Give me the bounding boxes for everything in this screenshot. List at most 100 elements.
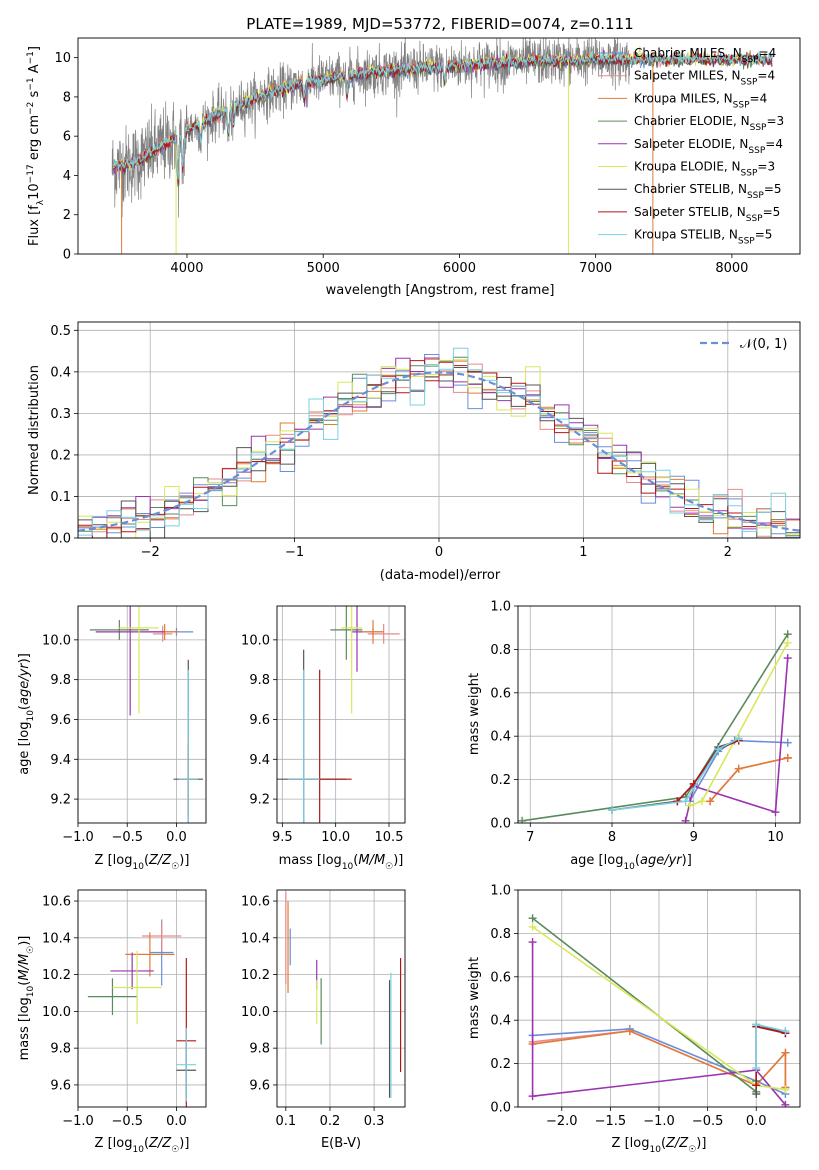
series-marker <box>681 797 690 806</box>
legend-entry-label-part: SSP <box>747 191 764 201</box>
y-tick-label: 9.6 <box>50 1078 71 1093</box>
y-axis-label-part: Flux [f <box>27 205 42 246</box>
x-axis-label-part: 10 <box>342 862 354 872</box>
plot-area-residuals <box>78 347 800 538</box>
x-axis-label-part: )] <box>682 853 692 868</box>
x-tick-label: 10 <box>767 830 784 845</box>
series-marker <box>528 938 537 947</box>
legend-entry-label: Chabrier MILES, NSSP=4 <box>634 46 776 65</box>
x-axis-label-part: age/yr <box>640 853 683 868</box>
x-axis-label-part: age [log <box>570 853 623 868</box>
y-tick-label: 0.6 <box>490 970 511 985</box>
x-axis-label-part: ☉ <box>688 1145 696 1155</box>
x-tick-label: 0 <box>435 545 443 560</box>
x-axis-label-part: Z/Z <box>148 853 172 868</box>
legend-entry-label-part: Kroupa ELODIE, N <box>634 160 741 174</box>
x-axis-label-part: Z [log <box>95 1136 133 1151</box>
x-axis-label: Z [log10(Z/Z☉)] <box>95 853 190 872</box>
x-axis-label-part: ( <box>353 853 358 868</box>
panel-mass-z: −1.0 −0.5 0.09.69.810.010.210.410.6Z [log1… <box>17 889 207 1155</box>
panel-spectrum: 4000 5000 6000 7000 8000 0 2 4 6 8 10 wavelength [A… <box>26 37 801 298</box>
y-axis-label-part: 10 <box>27 183 42 200</box>
series-marker <box>681 816 690 823</box>
series-marker <box>518 816 527 823</box>
y-tick-label: 9.8 <box>249 1042 270 1057</box>
legend-entry-label-part: =3 <box>757 160 775 174</box>
y-tick-label: 0.3 <box>50 407 71 422</box>
axes-frame <box>517 605 801 824</box>
y-tick-label: 6 <box>63 130 71 145</box>
y-tick-label: 10.2 <box>42 968 71 983</box>
y-tick-label: 1.0 <box>490 884 511 899</box>
axes-frame <box>77 37 801 255</box>
y-tick-label: 9.6 <box>249 1078 270 1093</box>
x-tick-label: −1.5 <box>595 1114 627 1129</box>
y-axis-label-part: age [log <box>17 722 32 775</box>
legend: Chabrier MILES, NSSP=4 Salpeter MILES, NS… <box>598 46 784 247</box>
x-tick-label: 0.0 <box>166 1114 187 1129</box>
legend-entry-label-part: =4 <box>759 46 777 60</box>
x-tick-label: −1.0 <box>62 830 94 845</box>
y-axis-label-part: 10 <box>26 985 36 997</box>
legend-entry-label-part: SSP <box>746 214 763 224</box>
legend-entry-label-part: SSP <box>748 146 765 156</box>
x-axis-label-part: Z/Z <box>665 1136 689 1151</box>
x-tick-label: −1.0 <box>643 1114 675 1129</box>
legend-entry-label-part: =3 <box>766 114 784 128</box>
legend-entry-label-part: =5 <box>755 228 773 242</box>
y-tick-label: 10.0 <box>42 633 71 648</box>
series-marker <box>781 1085 790 1094</box>
y-tick-label: 0.4 <box>490 730 511 745</box>
y-axis-label: mass [log10(M/M☉)] <box>17 936 36 1061</box>
x-tick-label: 9.5 <box>272 830 293 845</box>
series-line-chabrier-elodie <box>532 917 757 1094</box>
legend-label: 𝒩(0, 1) <box>740 337 787 352</box>
axes-frame <box>77 605 207 824</box>
y-tick-label: 10.0 <box>241 1005 270 1020</box>
x-tick-label: 7000 <box>579 261 612 276</box>
legend-entry-label: Salpeter MILES, NSSP=4 <box>634 69 775 88</box>
x-tick-label: −0.5 <box>692 1114 724 1129</box>
y-tick-label: 9.8 <box>50 1042 71 1057</box>
legend-entry-label-part: Salpeter STELIB, N <box>634 205 746 219</box>
y-tick-label: 2 <box>63 208 71 223</box>
normal-curve-line <box>78 371 800 532</box>
x-axis-label: E(B-V) <box>321 1136 361 1151</box>
y-tick-label: 10.6 <box>241 895 270 910</box>
plot-area-mass-ebv <box>285 891 402 1098</box>
y-axis-label-part: M/M <box>17 954 32 981</box>
legend-entry-label-part: =5 <box>763 205 781 219</box>
model-spectrum-kroupa-stelib <box>112 50 773 180</box>
y-axis-label-part: ( <box>17 705 32 710</box>
series-marker <box>783 638 792 647</box>
panel-residuals: −2 −1 0 1 2 0.0 0.1 0.2 0.3 0.4 0.5 (data-model)/er… <box>27 321 801 583</box>
y-tick-label: 0.8 <box>490 927 511 942</box>
legend-entry-label-part: =4 <box>757 69 775 83</box>
x-tick-label: 0.3 <box>364 1114 385 1129</box>
legend-entry-label: Chabrier ELODIE, NSSP=3 <box>634 114 784 133</box>
x-tick-label: 10.5 <box>375 830 404 845</box>
y-axis-label-part: −17 <box>26 164 36 183</box>
histogram-kroupa-stelib <box>78 347 800 538</box>
x-axis-label-part: ☉ <box>385 862 393 872</box>
x-axis-label: Z [log10(Z/Z☉)] <box>612 1136 707 1155</box>
y-axis-label-part: s <box>27 90 42 101</box>
y-axis-label-part: −1 <box>26 77 36 90</box>
series-marker <box>752 1089 761 1098</box>
y-tick-label: 10.0 <box>241 633 270 648</box>
y-tick-label: 10.0 <box>42 1005 71 1020</box>
y-tick-label: 9.8 <box>249 673 270 688</box>
y-tick-label: 10.2 <box>241 968 270 983</box>
y-tick-label: 0.8 <box>490 643 511 658</box>
y-axis-label-part: )] <box>17 653 32 663</box>
x-tick-label: 0.0 <box>746 1114 767 1129</box>
y-axis-label-part: )] <box>17 936 32 946</box>
x-axis-label: mass [log10(M/M☉)] <box>279 853 404 872</box>
series-marker <box>783 738 792 747</box>
x-tick-label: 4000 <box>170 261 203 276</box>
y-axis-label-part: ] <box>27 46 42 51</box>
y-axis-label-part: age/yr <box>17 662 32 705</box>
x-tick-label: 0.0 <box>166 830 187 845</box>
y-tick-label: 0.2 <box>50 448 71 463</box>
